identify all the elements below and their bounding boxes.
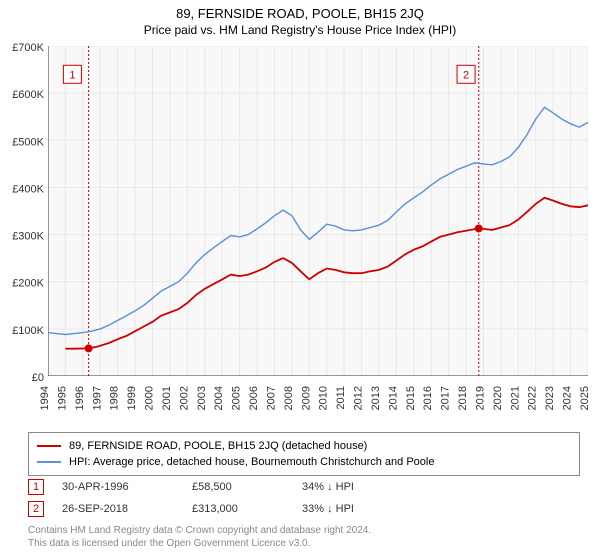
y-axis-labels: £0£100K£200K£300K£400K£500K£600K£700K — [0, 41, 48, 381]
svg-text:2017: 2017 — [440, 386, 452, 410]
chart-container: 89, FERNSIDE ROAD, POOLE, BH15 2JQ Price… — [0, 0, 600, 560]
svg-text:2019: 2019 — [474, 386, 486, 410]
svg-text:2025: 2025 — [579, 386, 591, 410]
chart-svg: 12 — [48, 46, 588, 376]
svg-text:2009: 2009 — [300, 386, 312, 410]
svg-text:£700K: £700K — [12, 42, 44, 54]
sales-row: 2 26-SEP-2018 £313,000 33% ↓ HPI — [28, 498, 422, 520]
svg-text:2012: 2012 — [353, 386, 365, 410]
svg-text:2016: 2016 — [422, 386, 434, 410]
legend-item: 89, FERNSIDE ROAD, POOLE, BH15 2JQ (deta… — [37, 438, 571, 454]
svg-text:2004: 2004 — [213, 386, 225, 410]
svg-text:2023: 2023 — [544, 386, 556, 410]
page-subtitle: Price paid vs. HM Land Registry's House … — [0, 21, 600, 41]
svg-text:1995: 1995 — [56, 386, 68, 410]
svg-text:2024: 2024 — [562, 386, 574, 410]
svg-text:2: 2 — [463, 69, 469, 81]
sale-date: 30-APR-1996 — [62, 481, 192, 493]
svg-text:£300K: £300K — [12, 231, 44, 243]
svg-text:2010: 2010 — [318, 386, 330, 410]
sale-price: £58,500 — [192, 481, 302, 493]
attribution: Contains HM Land Registry data © Crown c… — [28, 524, 371, 550]
svg-text:1: 1 — [69, 69, 75, 81]
svg-text:1999: 1999 — [126, 386, 138, 410]
svg-text:2002: 2002 — [178, 386, 190, 410]
svg-text:2006: 2006 — [248, 386, 260, 410]
svg-text:2015: 2015 — [405, 386, 417, 410]
svg-text:1998: 1998 — [109, 386, 121, 410]
svg-text:2018: 2018 — [457, 386, 469, 410]
attribution-line: Contains HM Land Registry data © Crown c… — [28, 524, 371, 537]
page-title: 89, FERNSIDE ROAD, POOLE, BH15 2JQ — [0, 0, 600, 21]
svg-text:£500K: £500K — [12, 136, 44, 148]
sales-row: 1 30-APR-1996 £58,500 34% ↓ HPI — [28, 476, 422, 498]
legend-item: HPI: Average price, detached house, Bour… — [37, 454, 571, 470]
svg-text:1997: 1997 — [91, 386, 103, 410]
marker-badge: 1 — [28, 479, 44, 495]
svg-text:2011: 2011 — [335, 386, 347, 410]
attribution-line: This data is licensed under the Open Gov… — [28, 537, 371, 550]
svg-text:2007: 2007 — [265, 386, 277, 410]
legend-swatch — [37, 461, 61, 463]
svg-text:2000: 2000 — [144, 386, 156, 410]
svg-text:£200K: £200K — [12, 278, 44, 290]
legend-swatch — [37, 445, 61, 447]
svg-text:£100K: £100K — [12, 325, 44, 337]
sale-price: £313,000 — [192, 503, 302, 515]
sale-pct: 34% ↓ HPI — [302, 481, 422, 493]
sale-date: 26-SEP-2018 — [62, 503, 192, 515]
svg-text:1996: 1996 — [74, 386, 86, 410]
svg-text:1994: 1994 — [39, 386, 51, 410]
x-axis-labels: 1994 1995 1996 1997 1998 1999 2000 2001 2002 2003… — [0, 378, 600, 428]
sale-pct: 33% ↓ HPI — [302, 503, 422, 515]
svg-text:2014: 2014 — [387, 386, 399, 410]
svg-text:£600K: £600K — [12, 89, 44, 101]
svg-text:2020: 2020 — [492, 386, 504, 410]
marker-badge: 2 — [28, 501, 44, 517]
svg-text:2022: 2022 — [527, 386, 539, 410]
svg-text:2021: 2021 — [509, 386, 521, 410]
svg-text:2003: 2003 — [196, 386, 208, 410]
svg-text:2013: 2013 — [370, 386, 382, 410]
svg-text:2005: 2005 — [231, 386, 243, 410]
legend-label: 89, FERNSIDE ROAD, POOLE, BH15 2JQ (deta… — [69, 440, 367, 452]
svg-text:£400K: £400K — [12, 183, 44, 195]
sales-table: 1 30-APR-1996 £58,500 34% ↓ HPI 2 26-SEP… — [28, 476, 422, 520]
svg-text:2001: 2001 — [161, 386, 173, 410]
svg-text:2008: 2008 — [283, 386, 295, 410]
legend-label: HPI: Average price, detached house, Bour… — [69, 456, 434, 468]
chart-plot-area: 12 — [48, 46, 588, 376]
legend: 89, FERNSIDE ROAD, POOLE, BH15 2JQ (deta… — [28, 432, 580, 476]
